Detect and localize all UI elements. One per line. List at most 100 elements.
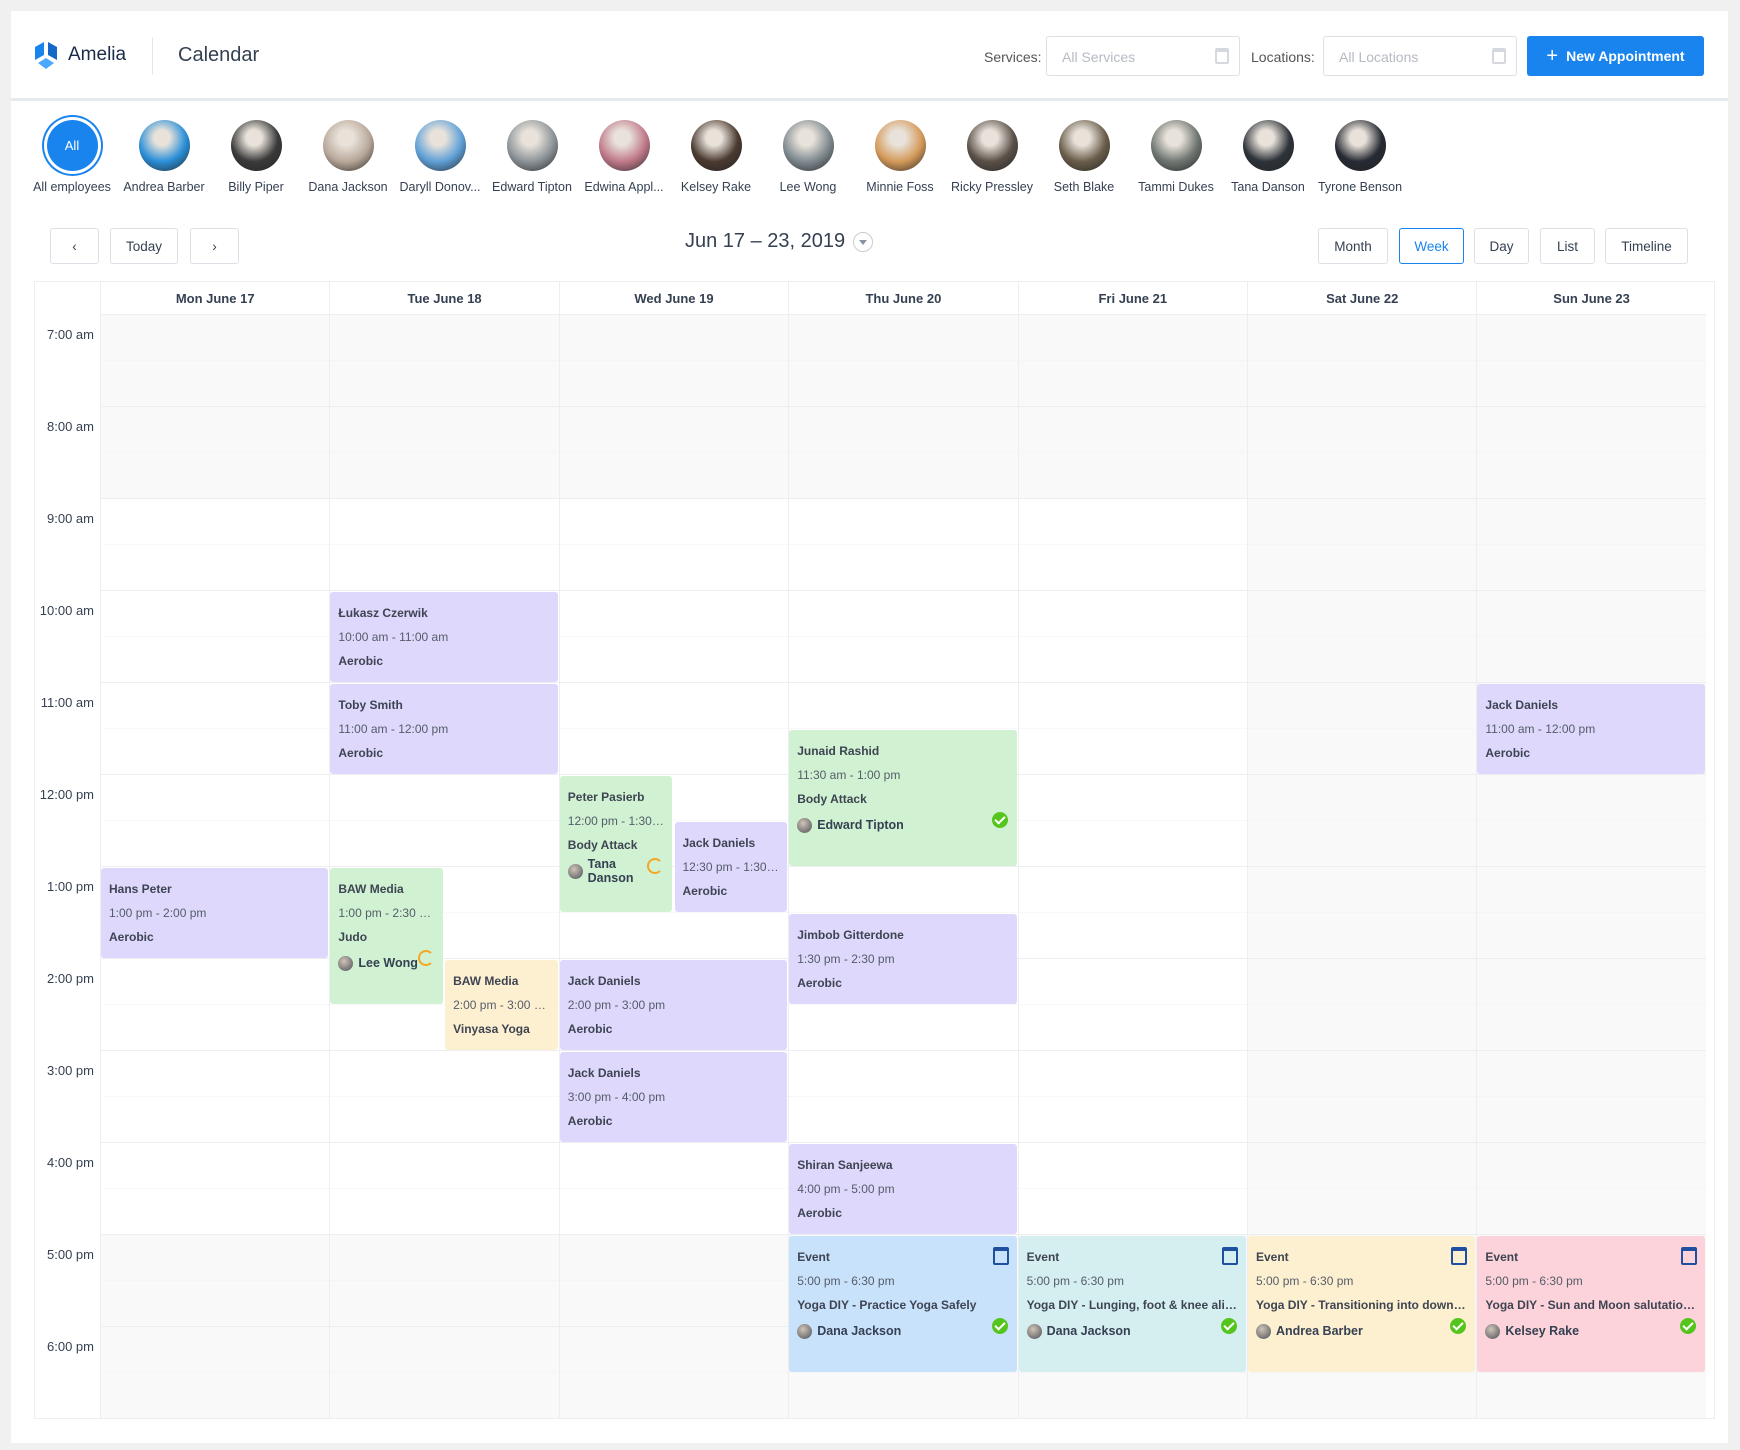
time-slot[interactable] [558, 867, 789, 913]
time-slot[interactable] [329, 315, 559, 361]
time-slot[interactable] [1017, 1143, 1247, 1189]
time-slot[interactable] [329, 361, 559, 407]
appointment-block[interactable]: Jack Daniels 3:00 pm - 4:00 pm Aerobic [559, 1052, 788, 1142]
time-slot[interactable] [788, 1373, 1018, 1419]
time-slot[interactable] [100, 729, 330, 775]
time-slot[interactable] [1247, 1189, 1477, 1235]
chevron-down-icon[interactable] [853, 231, 874, 252]
time-slot[interactable] [558, 683, 789, 729]
time-slot[interactable] [1017, 729, 1247, 775]
time-slot[interactable] [788, 315, 1018, 361]
time-slot[interactable] [1476, 499, 1706, 545]
employee-filter-item[interactable]: Daryll Donov... [394, 115, 486, 194]
time-slot[interactable] [329, 867, 559, 913]
time-slot[interactable] [1476, 453, 1706, 499]
time-slot[interactable] [1247, 361, 1477, 407]
time-slot[interactable] [329, 1373, 559, 1419]
time-slot[interactable] [558, 729, 789, 775]
time-slot[interactable] [100, 1189, 330, 1235]
time-slot[interactable] [1476, 775, 1706, 821]
appointment-block[interactable]: Jack Daniels 11:00 am - 12:00 pm Aerobic [1477, 684, 1705, 774]
time-slot[interactable] [558, 775, 789, 821]
time-slot[interactable] [1247, 453, 1477, 499]
time-slot[interactable] [558, 821, 789, 867]
appointment-block[interactable]: Łukasz Czerwik 10:00 am - 11:00 am Aerobic [330, 592, 558, 682]
time-slot[interactable] [100, 453, 330, 499]
time-slot[interactable] [1247, 407, 1477, 453]
time-slot[interactable] [1247, 729, 1477, 775]
employee-filter-item[interactable]: Minnie Foss [854, 115, 946, 194]
time-slot[interactable] [1247, 1097, 1477, 1143]
time-slot[interactable] [1247, 775, 1477, 821]
time-slot[interactable] [329, 821, 559, 867]
event-block[interactable]: Event 5:00 pm - 6:30 pm Yoga DIY - Transit… [1248, 1236, 1476, 1372]
time-slot[interactable] [1247, 1143, 1477, 1189]
prev-week-button[interactable]: ‹ [50, 228, 99, 264]
employee-filter-item[interactable]: Tana Danson [1222, 115, 1314, 194]
event-block[interactable]: Event 5:00 pm - 6:30 pm Yoga DIY - Sun and… [1477, 1236, 1705, 1372]
event-block[interactable]: Event 5:00 pm - 6:30 pm Yoga DIY - Lunging… [1018, 1236, 1246, 1372]
employee-filter-item[interactable]: Tammi Dukes [1130, 115, 1222, 194]
time-slot[interactable] [1247, 821, 1477, 867]
time-slot[interactable] [788, 591, 1018, 637]
time-slot[interactable] [1017, 867, 1247, 913]
time-slot[interactable] [1247, 913, 1477, 959]
employee-filter-item[interactable]: Tyrone Benson [1314, 115, 1406, 194]
employee-filter-item[interactable]: Kelsey Rake [670, 115, 762, 194]
appointment-block[interactable]: Jimbob Gitterdone 1:30 pm - 2:30 pm Aerobi… [789, 914, 1017, 1004]
time-slot[interactable] [329, 1005, 559, 1051]
time-slot[interactable] [1017, 637, 1247, 683]
time-slot[interactable] [329, 913, 559, 959]
view-timeline-button[interactable]: Timeline [1605, 228, 1688, 264]
time-slot[interactable] [788, 959, 1018, 1005]
time-slot[interactable] [100, 683, 330, 729]
time-slot[interactable] [1017, 1051, 1247, 1097]
time-slot[interactable] [788, 361, 1018, 407]
time-slot[interactable] [100, 1235, 330, 1281]
time-slot[interactable] [1017, 1097, 1247, 1143]
employee-filter-item[interactable]: Billy Piper [210, 115, 302, 194]
time-slot[interactable] [1247, 591, 1477, 637]
time-slot[interactable] [100, 775, 330, 821]
time-slot[interactable] [1017, 959, 1247, 1005]
time-slot[interactable] [788, 821, 1018, 867]
time-slot[interactable] [329, 729, 559, 775]
time-slot[interactable] [558, 1097, 789, 1143]
time-slot[interactable] [100, 315, 330, 361]
time-slot[interactable] [329, 1143, 559, 1189]
time-slot[interactable] [100, 499, 330, 545]
view-week-button[interactable]: Week [1399, 228, 1464, 264]
time-slot[interactable] [100, 545, 330, 591]
time-slot[interactable] [100, 1097, 330, 1143]
time-slot[interactable] [1247, 637, 1477, 683]
today-button[interactable]: Today [110, 228, 178, 264]
time-slot[interactable] [100, 1051, 330, 1097]
time-slot[interactable] [1017, 545, 1247, 591]
time-slot[interactable] [1017, 453, 1247, 499]
employee-filter-item[interactable]: Edwina Appl... [578, 115, 670, 194]
time-slot[interactable] [1476, 867, 1706, 913]
time-slot[interactable] [329, 1097, 559, 1143]
time-slot[interactable] [1017, 361, 1247, 407]
services-select[interactable]: All Services [1046, 36, 1240, 76]
time-slot[interactable] [329, 407, 559, 453]
new-appointment-button[interactable]: + New Appointment [1527, 36, 1704, 76]
view-list-button[interactable]: List [1540, 228, 1595, 264]
time-slot[interactable] [1017, 591, 1247, 637]
view-month-button[interactable]: Month [1318, 228, 1388, 264]
time-slot[interactable] [558, 637, 789, 683]
view-day-button[interactable]: Day [1474, 228, 1529, 264]
time-slot[interactable] [100, 1327, 330, 1373]
time-slot[interactable] [1247, 867, 1477, 913]
time-slot[interactable] [100, 361, 330, 407]
time-slot[interactable] [1247, 683, 1477, 729]
time-slot[interactable] [329, 1189, 559, 1235]
time-slot[interactable] [1017, 1005, 1247, 1051]
time-slot[interactable] [1247, 545, 1477, 591]
next-week-button[interactable]: › [190, 228, 239, 264]
time-slot[interactable] [100, 1281, 330, 1327]
time-slot[interactable] [1017, 683, 1247, 729]
employee-filter-item[interactable]: All All employees [26, 115, 118, 194]
time-slot[interactable] [329, 1327, 559, 1373]
time-slot[interactable] [329, 959, 559, 1005]
